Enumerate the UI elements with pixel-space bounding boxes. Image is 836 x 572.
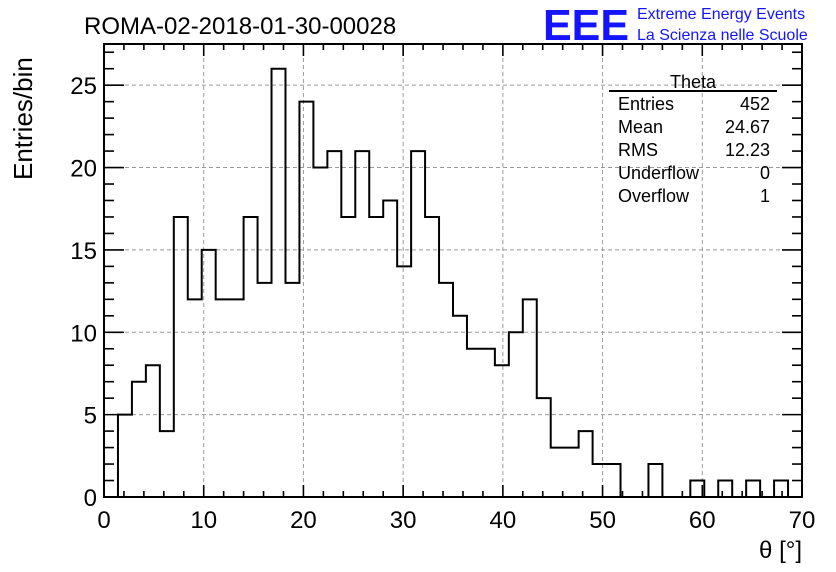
plot-border: [103, 43, 803, 498]
axis-ticks: [103, 44, 803, 498]
stats-row-label: Overflow: [618, 186, 690, 206]
grid-lines: [104, 44, 802, 497]
x-tick-labels: 0 10 20 30 40 50 60 70: [97, 507, 815, 534]
histogram-step-line: [104, 67, 802, 498]
x-tick-label: 70: [789, 507, 816, 534]
y-tick-label: 25: [70, 73, 97, 100]
stats-row-value: 1: [760, 186, 770, 206]
stats-row-value: 12.23: [725, 140, 770, 160]
stats-row-label: Mean: [618, 117, 663, 137]
stats-row-value: 0: [760, 163, 770, 183]
y-tick-label: 0: [84, 485, 97, 512]
stats-box-title: Theta: [670, 72, 717, 92]
stats-box: Theta Entries 452 Mean 24.67 RMS 12.23 Underfl…: [609, 72, 777, 206]
x-tick-label: 30: [390, 507, 417, 534]
y-tick-label: 15: [70, 238, 97, 265]
x-tick-label: 0: [97, 507, 110, 534]
x-tick-label: 50: [589, 507, 616, 534]
eee-logo-line1: Extreme Energy Events: [637, 6, 805, 23]
y-axis-label: Entries/bin: [8, 57, 38, 180]
stats-row-label: RMS: [618, 140, 658, 160]
y-tick-label: 10: [70, 320, 97, 347]
stats-box-rows: Entries 452 Mean 24.67 RMS 12.23 Underflow 0 Ove…: [618, 94, 770, 206]
y-tick-label: 20: [70, 156, 97, 183]
x-tick-label: 10: [190, 507, 217, 534]
eee-logo-text: EEE: [543, 1, 629, 50]
x-tick-label: 40: [490, 507, 517, 534]
eee-logo-line2: La Scienza nelle Scuole: [637, 27, 808, 44]
stats-row-label: Entries: [618, 94, 674, 114]
stats-row-value: 24.67: [725, 117, 770, 137]
plot-frame: [103, 43, 803, 498]
stats-row-label: Underflow: [618, 163, 700, 183]
chart-title: ROMA-02-2018-01-30-00028: [84, 13, 396, 40]
x-axis-label: θ [°]: [759, 537, 802, 564]
stats-row-value: 452: [740, 94, 770, 114]
x-tick-label: 60: [689, 507, 716, 534]
y-tick-label: 5: [84, 403, 97, 430]
x-tick-label: 20: [290, 507, 317, 534]
y-tick-labels: 0 5 10 15 20 25: [70, 73, 97, 512]
